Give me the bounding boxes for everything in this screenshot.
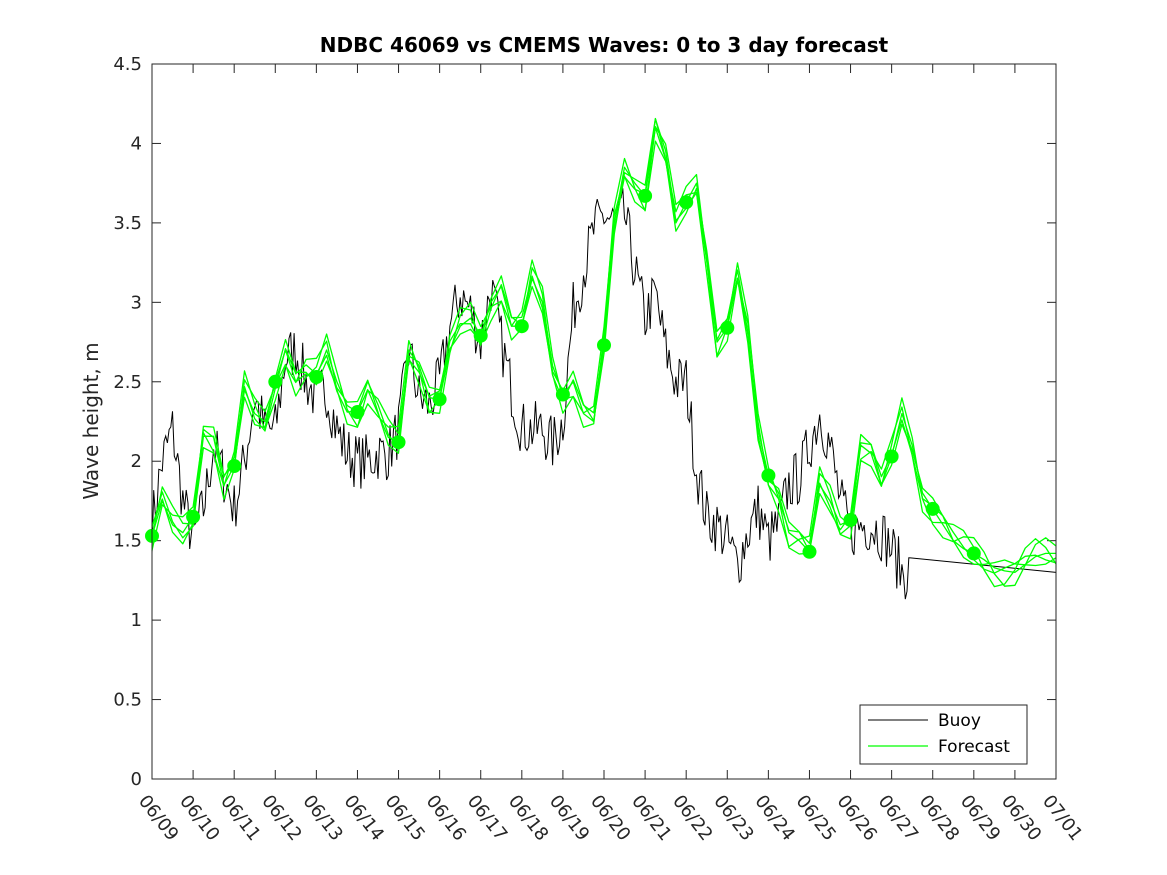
- forecast-marker: [679, 195, 694, 210]
- y-tick-label: 2.5: [113, 372, 142, 393]
- legend-forecast-label: Forecast: [938, 737, 1010, 757]
- y-tick-label: 1: [131, 610, 142, 631]
- y-tick-label: 4.5: [113, 54, 142, 75]
- legend: Buoy Forecast: [859, 704, 1028, 765]
- forecast-marker: [432, 392, 447, 407]
- forecast-marker: [597, 338, 611, 353]
- forecast-marker: [227, 459, 242, 473]
- forecast-marker: [966, 546, 981, 561]
- forecast-marker: [309, 370, 324, 384]
- forecast-marker: [843, 513, 858, 527]
- forecast-marker: [884, 449, 899, 464]
- forecast-marker: [555, 387, 570, 402]
- forecast-marker: [514, 319, 529, 334]
- chart-title: NDBC 46069 vs CMEMS Waves: 0 to 3 day fo…: [320, 33, 889, 57]
- forecast-marker: [391, 435, 406, 450]
- y-tick-label: 2: [131, 451, 142, 472]
- y-axis-label: Wave height, m: [79, 342, 103, 499]
- forecast-marker: [720, 320, 735, 335]
- forecast-marker: [638, 188, 653, 203]
- forecast-marker: [473, 328, 488, 343]
- legend-box: [859, 704, 1028, 765]
- forecast-marker: [268, 374, 283, 389]
- y-tick-label: 0.5: [113, 690, 142, 711]
- axes-box: [151, 63, 1057, 780]
- forecast-marker: [350, 405, 365, 419]
- y-tick-label: 3.5: [113, 213, 142, 234]
- y-tick-label: 0: [131, 769, 142, 790]
- y-tick-label: 1.5: [113, 531, 142, 552]
- forecast-marker: [802, 544, 817, 559]
- buoy-line: [151, 188, 1057, 600]
- plot-area: [152, 64, 1056, 779]
- forecast-line: [151, 140, 1057, 587]
- forecast-marker: [761, 468, 776, 483]
- y-tick-label: 4: [131, 133, 142, 154]
- legend-buoy-label: Buoy: [938, 711, 981, 731]
- forecast-marker: [925, 501, 940, 516]
- y-tick-label: 3: [131, 292, 142, 313]
- forecast-marker: [186, 509, 201, 524]
